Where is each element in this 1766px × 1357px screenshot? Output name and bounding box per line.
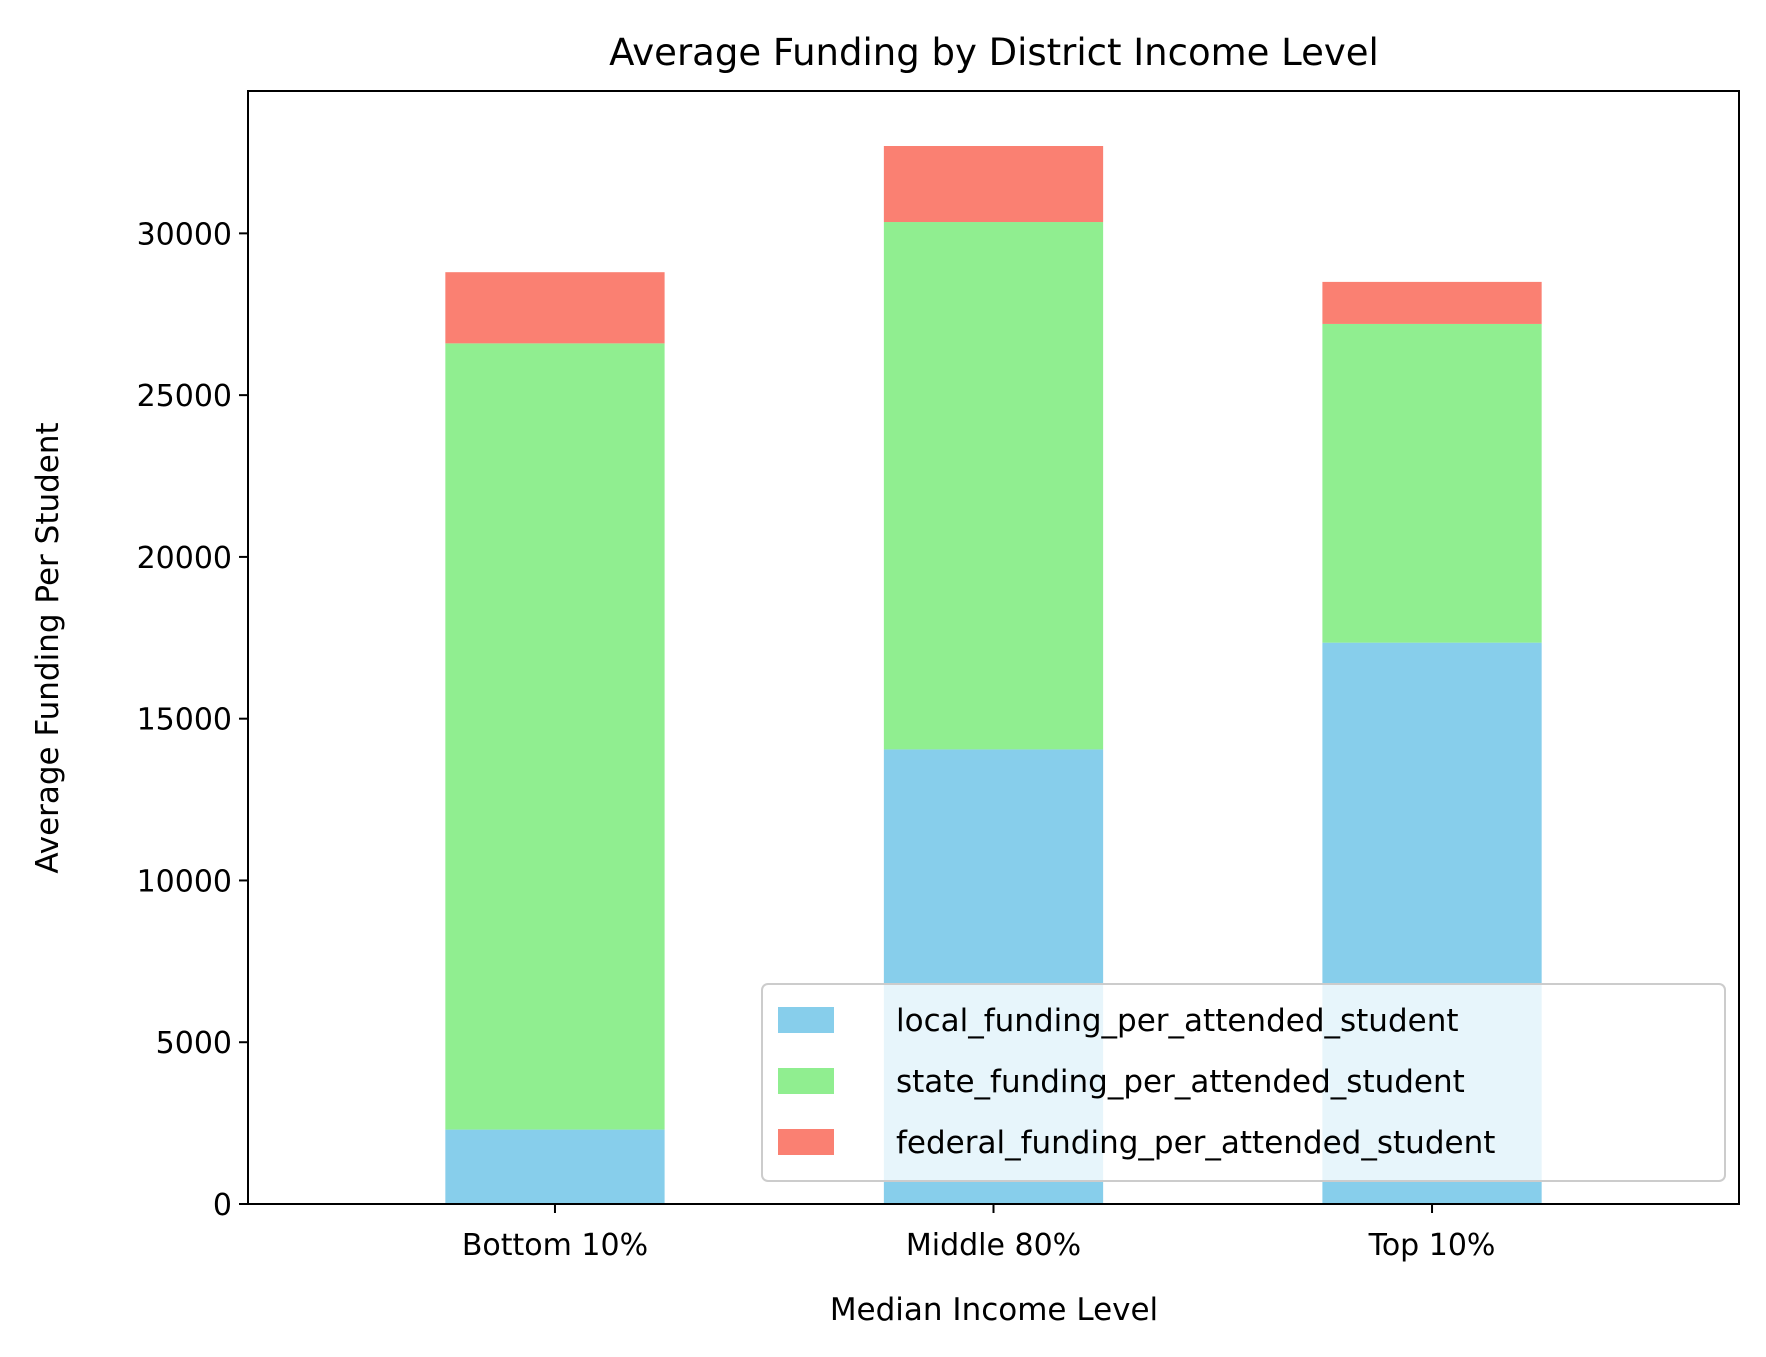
bar-top-10-federal-funding-per-attended-student bbox=[1322, 281, 1542, 324]
bar-middle-80-federal-funding-per-attended-student bbox=[883, 146, 1104, 223]
y-tick-label: 5000 bbox=[156, 1026, 232, 1061]
legend-swatch-federal-funding-per-attended-student bbox=[778, 1129, 834, 1155]
y-tick-label: 20000 bbox=[137, 541, 232, 576]
y-tick-label: 10000 bbox=[137, 864, 232, 899]
legend-label-federal-funding-per-attended-student: federal_funding_per_attended_student bbox=[896, 1125, 1495, 1161]
x-tick-label: Middle 80% bbox=[906, 1228, 1081, 1263]
legend-label-state-funding-per-attended-student: state_funding_per_attended_student bbox=[896, 1064, 1465, 1100]
legend-swatch-state-funding-per-attended-student bbox=[778, 1068, 834, 1094]
x-axis-title: Median Income Level bbox=[830, 1292, 1158, 1328]
x-axis: Bottom 10% Middle 80% Top 10% bbox=[462, 1204, 1496, 1263]
bars-group bbox=[445, 146, 1542, 1204]
x-tick-label: Top 10% bbox=[1368, 1228, 1496, 1263]
bar-bottom-10-federal-funding-per-attended-student bbox=[445, 272, 665, 344]
y-tick-label: 30000 bbox=[137, 217, 232, 252]
y-tick-label: 25000 bbox=[137, 379, 232, 414]
bar-top-10-state-funding-per-attended-student bbox=[1322, 323, 1542, 643]
chart-title: Average Funding by District Income Level bbox=[609, 31, 1379, 74]
y-tick-label: 15000 bbox=[137, 703, 232, 738]
legend: local_funding_per_attended_student state_… bbox=[761, 983, 1726, 1182]
legend-label-local-funding-per-attended-student: local_funding_per_attended_student bbox=[896, 1003, 1459, 1039]
bar-middle-80-state-funding-per-attended-student bbox=[883, 222, 1104, 750]
bar-bottom-10-state-funding-per-attended-student bbox=[445, 343, 665, 1130]
x-tick-label: Bottom 10% bbox=[462, 1228, 648, 1263]
bar-bottom-10-local-funding-per-attended-student bbox=[445, 1129, 665, 1204]
legend-box bbox=[761, 983, 1726, 1182]
legend-swatch-local-funding-per-attended-student bbox=[778, 1007, 834, 1033]
y-axis: 0 5000 10000 15000 20000 25000 30000 bbox=[137, 217, 248, 1223]
y-tick-label: 0 bbox=[213, 1188, 232, 1223]
y-axis-title: Average Funding Per Student bbox=[30, 422, 66, 873]
